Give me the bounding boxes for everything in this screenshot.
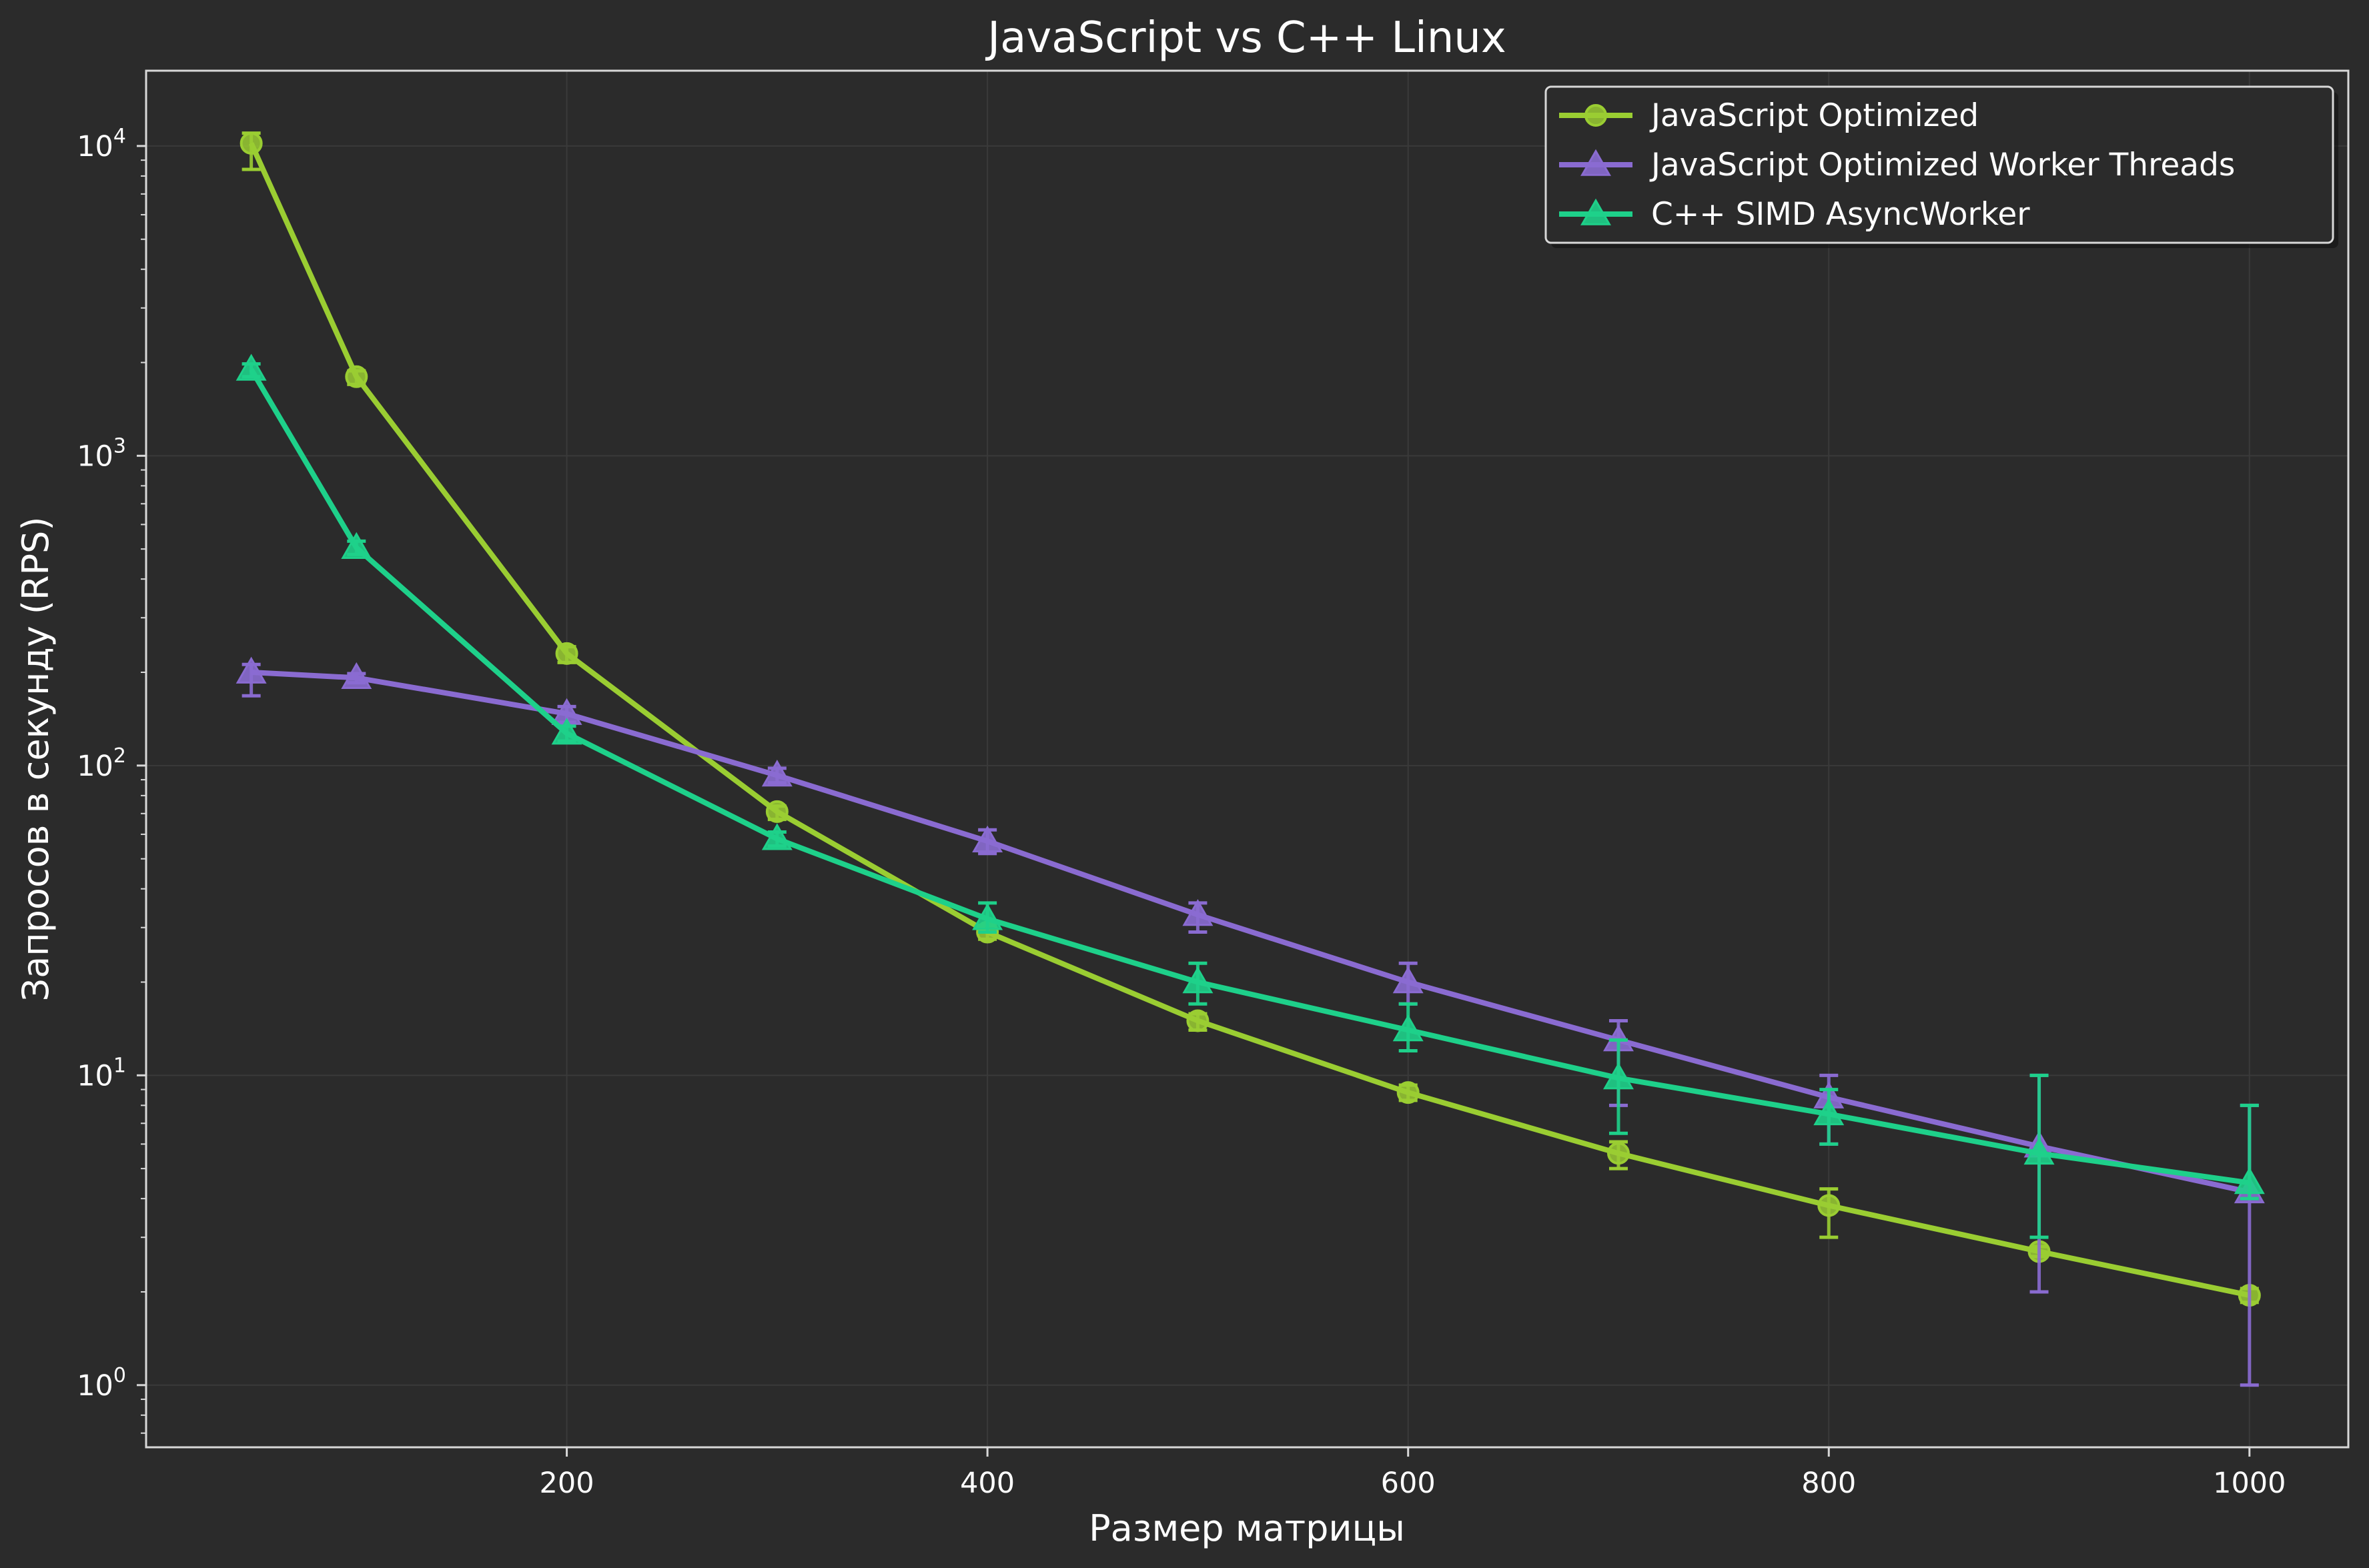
legend-label: C++ SIMD AsyncWorker: [1651, 196, 2030, 233]
chart-title: JavaScript vs C++ Linux: [985, 13, 1506, 63]
y-tick-label: 102: [77, 744, 126, 783]
x-tick-label: 1000: [2213, 1467, 2286, 1500]
series-3: [235, 353, 2265, 1239]
legend-label: JavaScript Optimized Worker Threads: [1649, 147, 2235, 183]
data-point: [341, 662, 372, 690]
data-point: [972, 825, 1003, 853]
legend-item: JavaScript Optimized Worker Threads: [1559, 147, 2235, 183]
data-point: [1817, 1194, 1841, 1217]
legend-box: [1544, 85, 2334, 244]
x-axis-label: Размер матрицы: [1089, 1507, 1405, 1549]
data-point: [235, 353, 267, 381]
data-point: [551, 718, 582, 745]
x-tick-label: 800: [1801, 1467, 1856, 1500]
data-point: [761, 760, 793, 787]
data-point: [555, 642, 578, 665]
axis-ticks: 200 400 600 800 1000 100 101 102 103 104: [77, 125, 2286, 1500]
legend: JavaScript Optimized JavaScript Optimized…: [1544, 85, 2338, 248]
legend-item: JavaScript Optimized: [1559, 97, 1979, 134]
y-tick-label: 103: [77, 434, 126, 473]
data-point: [1602, 1062, 1634, 1090]
plot-frame: [145, 69, 2350, 1449]
y-axis-label: Запросов в секунду (RPS): [15, 517, 57, 1002]
x-tick-label: 200: [540, 1467, 594, 1500]
data-point: [1396, 1081, 1420, 1104]
legend-item: C++ SIMD AsyncWorker: [1559, 196, 2030, 233]
data-point: [1392, 1014, 1424, 1042]
legend-swatch-marker: [1580, 149, 1611, 176]
data-point: [1182, 966, 1214, 994]
legend-label: JavaScript Optimized: [1649, 97, 1979, 134]
y-tick-label: 101: [77, 1054, 126, 1092]
legend-swatch-marker: [1584, 104, 1607, 127]
x-tick-label: 400: [960, 1467, 1015, 1500]
data-point: [240, 131, 263, 155]
data-point: [1813, 1098, 1845, 1126]
data-point: [972, 903, 1003, 930]
series-layer: [235, 131, 2265, 1387]
data-point: [341, 532, 372, 559]
data-point: [2234, 1166, 2265, 1195]
data-point: [345, 365, 368, 388]
data-point: [1392, 966, 1424, 994]
data-point: [1186, 1009, 1210, 1032]
data-point: [765, 800, 789, 823]
data-point: [235, 656, 267, 684]
legend-swatch-marker: [1580, 198, 1611, 225]
y-tick-label: 100: [77, 1364, 126, 1403]
series-1: [240, 131, 2261, 1307]
data-point: [761, 823, 793, 850]
data-point: [1606, 1142, 1630, 1165]
x-tick-label: 600: [1381, 1467, 1436, 1500]
data-point: [2023, 1137, 2055, 1165]
data-point: [1182, 899, 1214, 926]
y-tick-label: 104: [77, 125, 126, 163]
